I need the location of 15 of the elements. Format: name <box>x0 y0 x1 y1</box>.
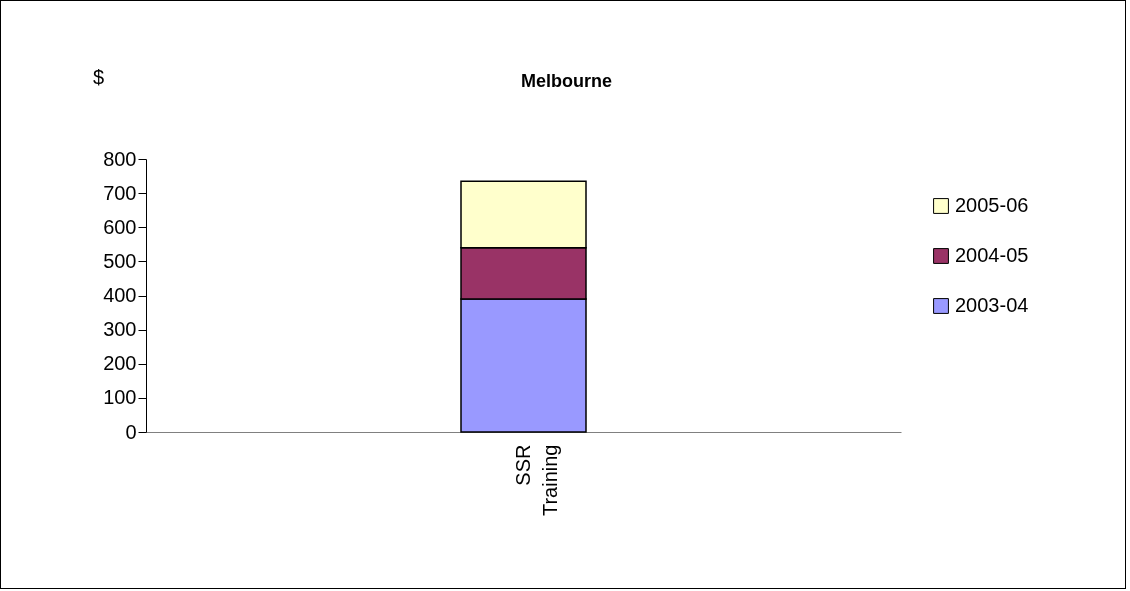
y-tick-label: 600 <box>103 215 137 238</box>
y-tick-label: 800 <box>103 147 137 170</box>
y-tick-label: 300 <box>103 318 137 341</box>
legend-label: 2003-04 <box>955 294 1029 316</box>
x-tick-label: SSR Training <box>511 444 561 517</box>
legend-label: 2005-06 <box>955 194 1029 216</box>
y-tick-label: 700 <box>103 181 137 204</box>
y-tick-label: 400 <box>103 284 137 306</box>
y-axis-title: $ <box>92 65 105 88</box>
y-tick-label: 0 <box>125 420 137 443</box>
legend-label: 2004-05 <box>955 244 1029 266</box>
y-tick-label: 100 <box>103 386 137 409</box>
y-tick-label: 200 <box>103 352 137 375</box>
y-tick-label: 500 <box>103 249 137 272</box>
chart-title: Melbourne <box>520 71 613 91</box>
